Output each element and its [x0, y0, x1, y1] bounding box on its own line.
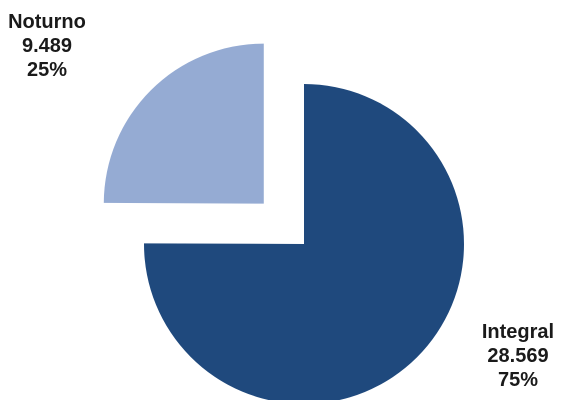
pie-slice-noturno	[103, 43, 264, 204]
pie-slices	[103, 43, 464, 400]
data-label-noturno-percent: 25%	[27, 59, 67, 81]
pie-slice-integral	[143, 84, 464, 400]
data-label-integral-value: 28.569	[487, 345, 548, 367]
data-label-integral-name: Integral	[482, 321, 554, 343]
data-label-noturno-name: Noturno	[8, 11, 86, 33]
data-label-noturno-value: 9.489	[22, 35, 72, 57]
data-label-integral-percent: 75%	[498, 369, 538, 391]
